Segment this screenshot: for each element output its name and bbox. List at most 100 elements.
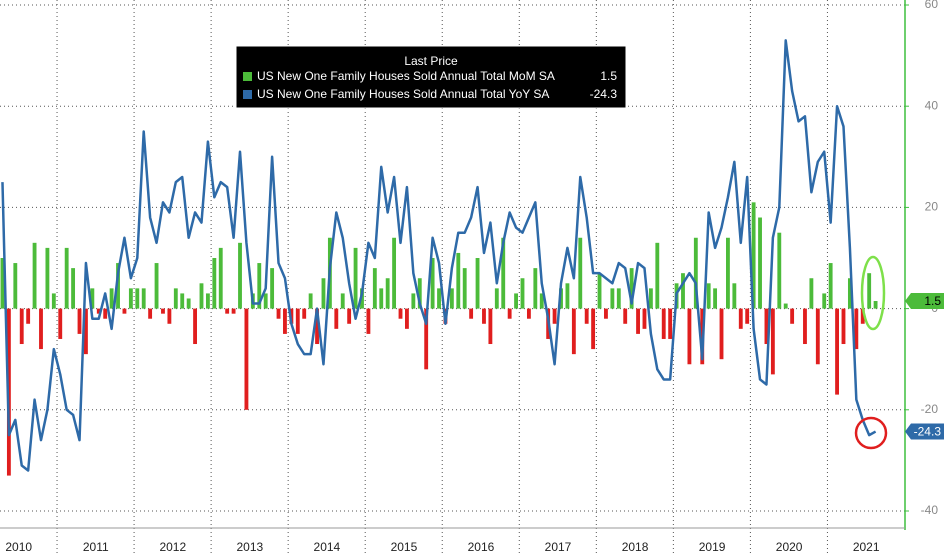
bar [167,308,172,324]
bar [623,308,628,324]
bar [482,308,486,324]
value-tag [905,423,944,440]
bar [597,273,602,309]
bar [809,278,814,309]
bar [353,247,358,309]
bar [668,308,673,339]
bar [867,273,872,309]
bar [13,263,18,309]
bar [26,308,31,324]
bar [507,308,512,319]
bar [642,308,647,329]
bar [302,308,307,319]
bar [488,308,493,345]
legend-title: Last Price [404,54,458,68]
y-tick-label: 40 [925,98,939,112]
bar [726,237,730,309]
bar [822,293,827,309]
bar [751,202,756,309]
legend-label: US New One Family Houses Sold Annual Tot… [257,69,555,83]
bar [417,278,422,309]
bar [218,247,223,309]
bar [790,308,795,324]
bar [514,293,518,309]
bar [244,308,249,410]
bar [32,242,37,309]
bar [372,268,377,309]
bar [257,263,262,309]
bar [148,308,153,319]
bar [225,308,230,314]
bar [90,288,95,309]
bar [161,308,165,314]
bar [122,308,127,314]
x-tick-label: 2019 [699,540,726,554]
bar [135,288,140,309]
line [1,39,877,472]
bar [45,247,50,309]
bar [295,308,300,334]
bar [231,308,236,314]
bar [745,308,750,324]
bar [777,232,782,309]
bar [366,308,371,334]
value-tag-label: -24.3 [914,425,942,439]
bar [828,263,833,309]
highlight-circle [854,416,888,450]
bar [770,308,775,375]
legend-box [235,45,627,109]
x-tick-label: 2012 [159,540,186,554]
bar [321,278,326,309]
x-tick-label: 2014 [314,540,341,554]
legend-swatch [243,90,252,99]
x-tick-label: 2018 [622,540,649,554]
legend-label: US New One Family Houses Sold Annual Tot… [257,87,549,101]
bar [84,308,88,355]
bar [173,288,178,309]
bar [815,308,820,365]
bar [193,308,197,345]
bar [398,308,403,319]
bar [263,293,268,309]
bar [552,308,557,324]
plot-area [0,0,905,556]
bar [424,308,429,370]
bar [276,308,281,319]
bar [205,293,210,309]
bar [873,301,878,309]
bar [199,283,204,309]
bar [128,288,133,309]
bar [238,242,242,309]
bar [347,308,352,324]
x-tick-label: 2016 [468,540,495,554]
bar [116,263,120,309]
bar [539,293,544,309]
bar [340,293,345,309]
bar [520,278,525,309]
bar [661,308,666,339]
bar [803,308,807,345]
bar [180,293,185,309]
bar [584,308,589,324]
bar [77,308,82,334]
bar [385,278,390,309]
bar [835,308,839,395]
y-tick-label: -20 [921,402,939,416]
bar [565,283,570,309]
bar [533,268,538,309]
legend-swatch [243,72,252,81]
bar [847,278,852,309]
bar [96,308,101,314]
x-tick-label: 2017 [545,540,572,554]
bar [469,308,474,319]
value-tag [905,293,944,310]
bar [64,247,69,309]
bar [501,237,506,309]
x-tick-label: 2015 [391,540,418,554]
bar [687,308,692,365]
bar [494,288,499,309]
bar [109,288,114,309]
y-tick-label: 60 [925,0,939,11]
legend-value: 1.5 [600,69,617,83]
